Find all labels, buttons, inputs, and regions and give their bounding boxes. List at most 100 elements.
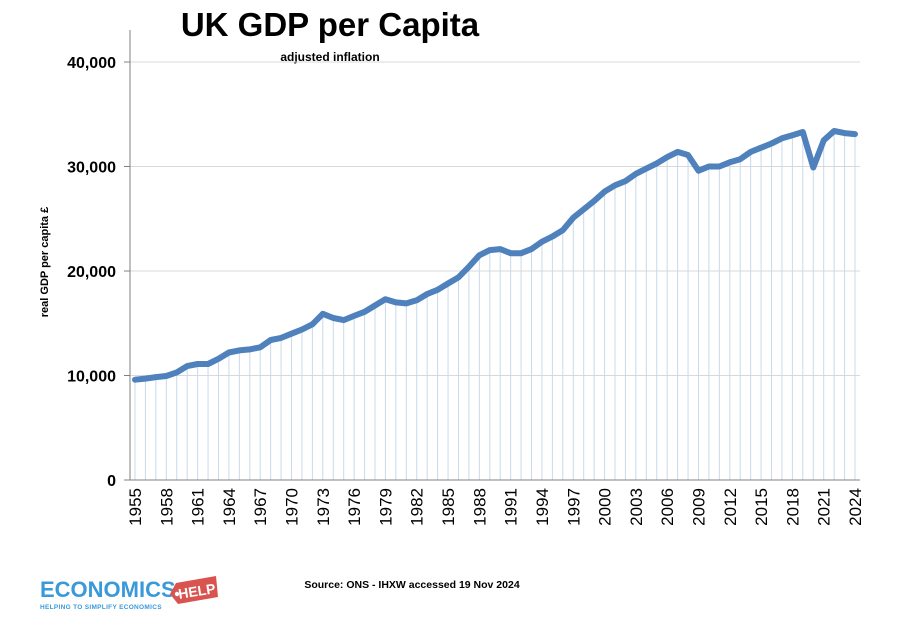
data-point (236, 347, 242, 354)
data-point (445, 280, 451, 287)
y-tick-label: 10,000 (67, 369, 116, 386)
data-point (758, 145, 764, 151)
data-point (518, 250, 524, 256)
x-tick-label: 1994 (533, 488, 552, 526)
data-point (455, 274, 462, 280)
data-point (643, 165, 649, 172)
data-point (153, 374, 159, 380)
x-tick-label: 2009 (689, 488, 708, 526)
axes (124, 30, 860, 481)
data-point (424, 291, 430, 297)
chart-title: UK GDP per Capita (181, 6, 480, 43)
y-tick-label: 20,000 (67, 264, 116, 281)
data-point (142, 376, 149, 382)
x-tick-label: 1955 (126, 488, 145, 526)
source-note: Source: ONS - IHXW accessed 19 Nov 2024 (304, 579, 520, 591)
data-point (163, 373, 169, 379)
data-point (476, 252, 482, 258)
data-point (539, 239, 545, 245)
data-point (685, 152, 691, 158)
data-point (361, 309, 368, 315)
data-point (288, 331, 295, 337)
vertical-drop-lines (134, 130, 856, 480)
data-point (737, 156, 743, 162)
series-line (132, 128, 858, 383)
data-point (435, 287, 441, 293)
data-point (351, 313, 357, 319)
y-tick-label: 30,000 (67, 160, 116, 177)
data-point (414, 297, 420, 303)
data-point (570, 215, 576, 221)
data-point (403, 300, 409, 306)
data-point (341, 317, 347, 323)
data-point (205, 361, 211, 367)
data-point (466, 264, 472, 270)
x-tick-label: 2003 (627, 488, 646, 526)
x-tick-label: 1961 (189, 488, 208, 526)
logo-tagline: HELPING TO SIMPLIFY ECONOMICS (40, 604, 162, 611)
data-point (831, 128, 837, 134)
data-point (247, 346, 253, 352)
data-point (601, 188, 608, 195)
data-point (226, 349, 232, 356)
data-point (560, 227, 566, 233)
x-tick-label: 2012 (721, 488, 740, 526)
x-tick-label: 1970 (283, 488, 302, 526)
x-tick-label: 1985 (439, 488, 458, 526)
data-point (695, 168, 702, 174)
y-axis-label: real GDP per capita £ (39, 207, 51, 317)
data-point (299, 326, 305, 333)
x-tick-label: 1979 (376, 488, 395, 526)
data-point (330, 315, 336, 321)
data-point (852, 131, 858, 137)
x-tick-label: 2015 (752, 488, 771, 526)
grid (130, 61, 860, 376)
data-point (789, 132, 795, 138)
data-point (528, 246, 535, 252)
x-tick-label: 2018 (783, 488, 802, 526)
data-point (215, 356, 222, 362)
data-point (174, 369, 180, 375)
data-point (622, 178, 629, 184)
data-point (841, 130, 848, 136)
data-point (581, 206, 587, 212)
x-tick-label: 2021 (815, 488, 834, 526)
data-point (487, 247, 493, 253)
data-point (320, 311, 326, 317)
data-point (497, 246, 503, 252)
economics-help-logo: ECONOMICS HELP HELPING TO SIMPLIFY ECONO… (40, 576, 218, 611)
data-point (664, 154, 670, 160)
x-tick-label: 1967 (251, 488, 270, 526)
logo-badge-hole (174, 591, 180, 597)
x-tick-label: 1964 (220, 488, 239, 526)
logo-word: ECONOMICS (40, 577, 176, 602)
data-point (184, 363, 190, 369)
x-tick-label: 1988 (470, 488, 489, 526)
data-point (257, 344, 263, 350)
x-tick-label: 1982 (408, 488, 427, 526)
x-tick-labels: 1955 1958 1961 1964 1967 1970 1973 1976 1979 1982… (126, 488, 865, 526)
data-point (800, 129, 806, 135)
data-point (654, 160, 660, 166)
data-point (549, 233, 555, 240)
y-tick-label: 40,000 (67, 55, 116, 72)
y-tick-labels: 0 10,000 20,000 30,000 40,000 (67, 55, 116, 490)
data-point (716, 163, 722, 170)
data-point (591, 198, 597, 204)
x-tick-label: 1973 (314, 488, 333, 526)
x-tick-label: 1991 (502, 488, 521, 526)
data-point (268, 337, 274, 343)
data-point (508, 250, 514, 256)
logo-badge-text: HELP (177, 580, 216, 602)
data-point (810, 164, 816, 171)
data-point (372, 302, 378, 309)
data-point (382, 296, 389, 302)
series-layer (132, 128, 858, 383)
y-tick-label: 0 (107, 473, 116, 490)
data-point (748, 149, 754, 155)
data-point (612, 182, 618, 188)
data-point (706, 163, 712, 170)
data-point (278, 335, 284, 341)
data-point (821, 137, 827, 143)
